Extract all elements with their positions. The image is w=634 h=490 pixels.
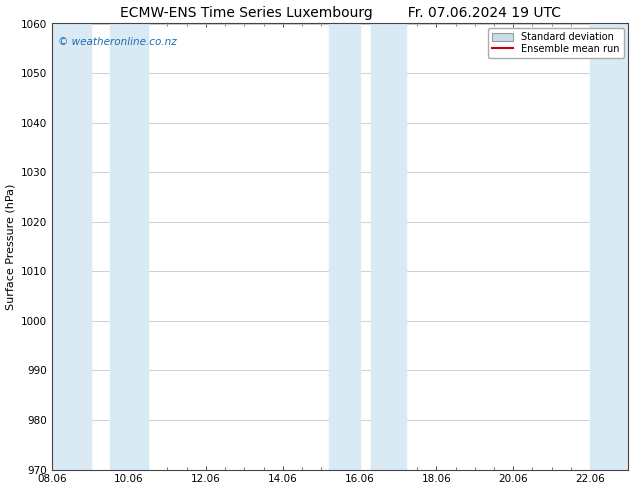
Legend: Standard deviation, Ensemble mean run: Standard deviation, Ensemble mean run: [488, 28, 624, 58]
Text: © weatheronline.co.nz: © weatheronline.co.nz: [58, 37, 177, 47]
Title: ECMW-ENS Time Series Luxembourg        Fr. 07.06.2024 19 UTC: ECMW-ENS Time Series Luxembourg Fr. 07.0…: [120, 5, 561, 20]
Y-axis label: Surface Pressure (hPa): Surface Pressure (hPa): [6, 183, 16, 310]
Bar: [371, 24, 406, 469]
Bar: [110, 24, 148, 469]
Bar: [329, 24, 359, 469]
Bar: [590, 24, 628, 469]
Bar: [52, 24, 91, 469]
